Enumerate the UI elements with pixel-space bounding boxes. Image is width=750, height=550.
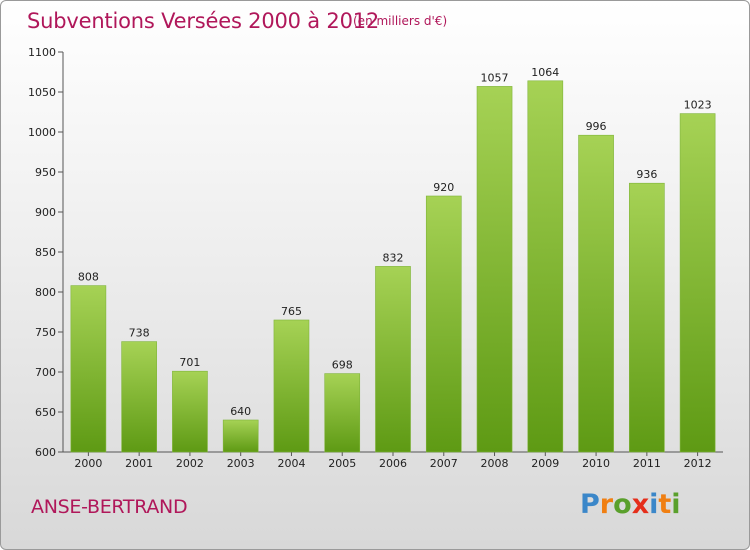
y-tick-label: 1050 xyxy=(28,86,56,99)
value-label-2010: 996 xyxy=(586,120,607,133)
y-tick-label: 650 xyxy=(35,406,56,419)
x-tick-label-2011: 2011 xyxy=(633,457,661,470)
x-tick-label-2002: 2002 xyxy=(176,457,204,470)
chart-title: Subventions Versées 2000 à 2012 xyxy=(27,9,380,33)
y-tick-label: 1000 xyxy=(28,126,56,139)
x-tick-label-2010: 2010 xyxy=(582,457,610,470)
y-tick-label: 900 xyxy=(35,206,56,219)
value-label-2012: 1023 xyxy=(684,99,712,112)
value-label-2001: 738 xyxy=(129,327,150,340)
value-label-2003: 640 xyxy=(230,405,251,418)
value-label-2009: 1064 xyxy=(531,66,559,79)
x-tick-label-2000: 2000 xyxy=(74,457,102,470)
x-tick-label-2007: 2007 xyxy=(430,457,458,470)
bar-2012 xyxy=(679,113,716,453)
value-label-2007: 920 xyxy=(433,181,454,194)
bar-2009 xyxy=(527,80,564,453)
y-tick-label: 950 xyxy=(35,166,56,179)
bar-2000 xyxy=(70,285,107,453)
bar-2011 xyxy=(629,182,665,453)
value-label-2008: 1057 xyxy=(481,71,509,84)
chart-axes: 600 650 700 750 800 850 900 950 1000 1050 1100 xyxy=(28,46,723,459)
x-tick-label-2003: 2003 xyxy=(227,457,255,470)
proxiti-logo: Proxiti xyxy=(580,489,681,520)
value-label-2005: 698 xyxy=(332,359,353,372)
bar-2006 xyxy=(375,266,411,453)
value-label-2011: 936 xyxy=(636,168,657,181)
value-label-2000: 808 xyxy=(78,271,99,284)
x-tick-label-2008: 2008 xyxy=(481,457,509,470)
x-tick-label-2009: 2009 xyxy=(531,457,559,470)
chart-unit: (en milliers d'€) xyxy=(353,14,448,28)
bar-2004 xyxy=(273,319,310,453)
bar-2008 xyxy=(476,86,513,453)
chart-labels: 808 2000 738 2001 701 2002 640 2003 765 2004 698 20… xyxy=(74,66,711,470)
x-tick-label-2005: 2005 xyxy=(328,457,356,470)
y-tick-label: 600 xyxy=(35,446,56,459)
x-tick-label-2004: 2004 xyxy=(277,457,305,470)
bar-2003 xyxy=(222,419,259,453)
chart-bars xyxy=(70,80,716,453)
x-tick-label-2006: 2006 xyxy=(379,457,407,470)
y-tick-label: 850 xyxy=(35,246,56,259)
place-name: ANSE-BERTRAND xyxy=(31,496,188,518)
value-label-2002: 701 xyxy=(179,356,200,369)
y-tick-label: 800 xyxy=(35,286,56,299)
bar-2007 xyxy=(425,195,462,453)
y-tick-label: 700 xyxy=(35,366,56,379)
y-tick-label: 750 xyxy=(35,326,56,339)
x-tick-label-2012: 2012 xyxy=(684,457,712,470)
bar-2002 xyxy=(172,370,208,453)
y-tick-label: 1100 xyxy=(28,46,56,59)
bar-2001 xyxy=(121,341,157,453)
value-label-2006: 832 xyxy=(383,251,404,264)
bar-2010 xyxy=(578,134,614,453)
value-label-2004: 765 xyxy=(281,305,302,318)
bar-2005 xyxy=(324,373,361,453)
x-tick-label-2001: 2001 xyxy=(125,457,153,470)
